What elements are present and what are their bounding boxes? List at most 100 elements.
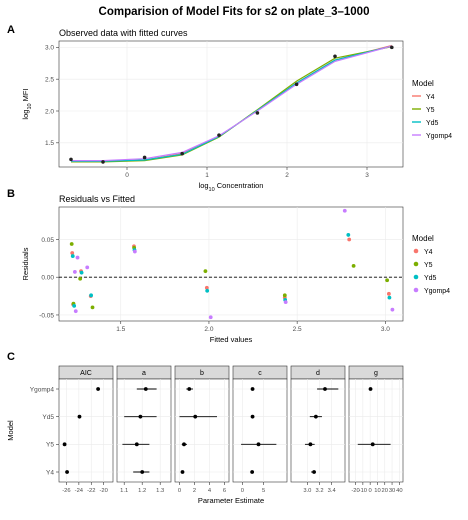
legend-label-y5: Y5: [424, 262, 433, 269]
legend-title: Model: [412, 234, 434, 243]
estimate-point: [250, 470, 255, 474]
figure-title: Comparision of Model Fits for s2 on plat…: [99, 6, 370, 18]
facet-tick-label-x: 1.2: [138, 488, 146, 494]
panel-a-y-axis-label: log10 MFI: [21, 88, 33, 119]
panel-b-title: Residuals vs Fitted: [59, 194, 135, 204]
estimate-point: [180, 470, 185, 474]
facet-tick-label-x: 0: [369, 488, 372, 494]
observed-point: [333, 54, 337, 59]
facet-frame: [290, 378, 346, 483]
panel-a-x-axis-label: log10 Concentration: [199, 181, 264, 193]
panel-a-plot: 0 1 2 3 1.5 2.0 2.5 3.0 log10 Concentration log10…: [21, 40, 452, 193]
estimate-point: [96, 387, 101, 391]
panel-c-x-axis-label: Parameter Estimate: [198, 496, 264, 505]
residual-point-ygomp4: [72, 270, 77, 274]
residual-point-y5: [90, 305, 95, 310]
residual-point-ygomp4: [73, 309, 78, 314]
facet-tick-label-x: -20: [99, 488, 107, 494]
residual-point-y5: [203, 269, 208, 274]
estimate-point: [313, 414, 318, 419]
facet-frame: [174, 378, 230, 483]
panel-a-tick-label-x: 1: [205, 172, 209, 179]
observed-point: [180, 151, 184, 156]
facet-tick-label-x: 3.2: [315, 488, 323, 494]
estimate-point: [323, 387, 327, 391]
facet-tick-label-x: 1.3: [156, 488, 164, 494]
panel-a-tick-label-x: 3: [365, 172, 369, 179]
panel-a-tick-label-y: 3.0: [45, 45, 54, 52]
legend-label-ygomp4: Ygomp4: [424, 288, 450, 295]
estimate-point: [368, 387, 373, 391]
facet-tick-label-x: 10: [374, 488, 380, 494]
panel-b-plot: 1.5 2.0 2.5 3.0 -0.05 0.00 0.05 Fitted values Re…: [21, 206, 450, 344]
legend-label-yd5: Yd5: [426, 120, 439, 127]
legend-key-y4: [413, 248, 419, 254]
residual-point-ygomp4: [342, 208, 347, 213]
panel-b-y-axis-label: Residuals: [21, 247, 30, 280]
residual-point-ygomp4: [85, 265, 90, 270]
residual-point-yd5: [387, 295, 392, 300]
panel-b-frame: [58, 206, 404, 322]
residual-point-yd5: [89, 293, 94, 298]
facet-frame: [348, 378, 404, 483]
observed-point: [101, 160, 105, 164]
residual-point-yd5: [72, 304, 77, 308]
facet-frame: [232, 378, 288, 483]
panel-b-tick-label-x: 1.5: [116, 326, 125, 333]
panel-c-y-axis-label: Model: [6, 420, 15, 441]
estimate-point: [143, 387, 148, 391]
panel-b-tick-label-y: 0.05: [41, 237, 54, 244]
estimate-point: [140, 470, 145, 474]
panel-c-category-label: Ygomp4: [30, 386, 55, 393]
estimate-point: [250, 414, 255, 419]
panel-c-category-label: Y4: [46, 469, 54, 476]
facet-frame: [58, 378, 114, 483]
residual-point-ygomp4: [283, 300, 288, 305]
residual-point-y5: [351, 263, 356, 268]
estimate-point: [77, 414, 82, 419]
panel-a-tick-label-x: 2: [285, 172, 289, 179]
residual-point-yd5: [70, 254, 75, 258]
legend-key-y5: [413, 261, 419, 267]
panel-b-tick-label-x: 2.5: [293, 326, 302, 333]
estimate-point: [134, 442, 139, 447]
legend-label-ygomp4: Ygomp4: [426, 133, 452, 140]
panel-a-tick-label-y: 1.5: [45, 140, 54, 147]
legend-label-y5: Y5: [426, 107, 435, 114]
panel-c-category-label: Yd5: [42, 414, 54, 421]
facet-tick-label-x: 3.4: [328, 488, 337, 494]
panel-a-frame: [58, 40, 404, 168]
panel-c-plot: Y4 Y5 Yd5 Ygomp4 AIC -26 -24 -22 -20 a 1.1 1.2 1.3 b 0…: [6, 365, 404, 505]
facet-tick-label-x: 4: [208, 488, 212, 494]
estimate-point: [182, 442, 186, 447]
observed-point: [390, 45, 394, 50]
facet-tick-label-x: 30: [389, 488, 395, 494]
residual-point-y5: [385, 278, 390, 283]
residual-point-yd5: [346, 233, 351, 237]
estimate-point: [256, 442, 261, 447]
panel-a-tick-label-y: 2.5: [45, 76, 54, 83]
facet-tick-label-x: 20: [382, 488, 388, 494]
legend-key-ygomp4: [413, 287, 419, 293]
residual-point-y4: [70, 251, 75, 255]
facet-frame: [116, 378, 172, 483]
facet-tick-label-x: -10: [359, 488, 367, 494]
legend-label-y4: Y4: [426, 94, 435, 101]
panel-b-tick-label-x: 3.0: [381, 326, 390, 333]
residual-point-y5: [282, 293, 287, 298]
observed-point: [255, 111, 260, 115]
panel-a-tick-label-x: 0: [125, 172, 129, 179]
legend-title: Model: [412, 79, 434, 88]
facet-strip-label: b: [200, 370, 204, 377]
estimate-point: [187, 387, 192, 391]
facet-strip-label: d: [316, 370, 320, 377]
facet-strip-label: g: [374, 370, 378, 377]
facet-tick-label-x: 5: [262, 488, 265, 494]
estimate-point: [65, 470, 69, 474]
panel-a-tick-label-y: 2.0: [45, 108, 54, 115]
panel-a-title: Observed data with fitted curves: [59, 28, 188, 38]
residual-point-y5: [69, 242, 74, 246]
observed-point: [294, 82, 299, 87]
residual-point-yd5: [79, 270, 84, 275]
legend-key-yd5: [413, 274, 419, 280]
